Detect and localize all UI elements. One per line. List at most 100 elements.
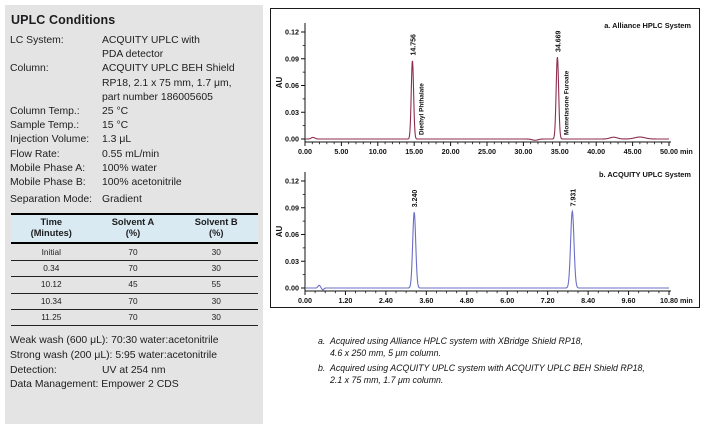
weak-wash-line: Weak wash (600 μL): 70:30 water:acetonit… [10, 335, 219, 347]
y-tick-label: 0.09 [285, 203, 299, 212]
peak-retention-time: 14.756 [410, 34, 417, 56]
condition-label: Injection Volume: [10, 134, 90, 146]
condition-value: 0.55 mL/min [102, 148, 160, 160]
x-tick-label: 30.00 [514, 147, 532, 156]
x-tick-label: 15.00 [405, 147, 423, 156]
header-line: (%) [208, 228, 224, 239]
gradient-table-header-time: Time (Minutes) [11, 213, 92, 245]
cell-time: 10.12 [11, 276, 92, 294]
condition-value: Gradient [102, 194, 142, 206]
cell-solvent-b: 30 [174, 293, 258, 310]
x-tick-label: 25.00 [478, 147, 496, 156]
detection-label: Detection: [10, 364, 57, 376]
condition-label: Flow Rate: [10, 148, 60, 160]
cell-time: 10.34 [11, 293, 92, 310]
y-tick-label: 0.00 [285, 135, 299, 144]
peak-retention-time: 3.240 [412, 190, 419, 208]
x-tick-label: 0.00 [298, 147, 312, 156]
x-tick-label: 2.40 [379, 296, 393, 305]
cell-time: Initial [11, 243, 92, 261]
peak-retention-time: 34.669 [555, 30, 562, 52]
peak-retention-time: 7.931 [570, 189, 577, 207]
uplc-conditions-panel: UPLC Conditions LC System: ACQUITY UPLC … [5, 5, 263, 424]
footnote-text: Acquired using ACQUITY UPLC system with … [330, 363, 645, 385]
y-tick-label: 0.06 [285, 81, 299, 90]
condition-row: Injection Volume: 1.3 μL [10, 133, 258, 147]
condition-value: 100% acetonitrile [102, 177, 182, 189]
cell-solvent-b: 55 [174, 276, 258, 294]
y-tick-label: 0.00 [285, 284, 299, 293]
table-row: 10.12 45 55 [11, 276, 258, 294]
footnote-a: a. Acquired using Alliance HPLC system w… [318, 336, 700, 359]
data-management-line: Data Management: Empower 2 CDS [10, 378, 179, 390]
cell-solvent-b: 30 [174, 309, 258, 327]
table-row: Initial 70 30 [11, 243, 258, 261]
chromatogram-trace [305, 209, 669, 291]
cell-solvent-a: 70 [91, 243, 175, 261]
header-line: (Minutes) [30, 228, 72, 239]
condition-value: ACQUITY UPLC BEH Shield RP18, 2.1 x 75 m… [102, 63, 235, 103]
header-line: (%) [125, 228, 141, 239]
condition-label: Column Temp.: [10, 106, 80, 118]
condition-label: Separation Mode: [10, 194, 93, 206]
detection-value: UV at 254 nm [102, 364, 166, 376]
condition-value: 1.3 μL [102, 134, 132, 146]
detection-row: Detection: UV at 254 nm [10, 364, 258, 378]
condition-row: Sample Temp.: 15 °C [10, 119, 258, 133]
y-axis-label: AU [275, 226, 284, 238]
condition-row: Column: ACQUITY UPLC BEH Shield RP18, 2.… [10, 62, 258, 105]
cell-solvent-a: 45 [91, 276, 175, 294]
strong-wash-line: Strong wash (200 μL): 5:95 water:acetoni… [10, 349, 217, 361]
condition-row: LC System: ACQUITY UPLC with PDA detecto… [10, 34, 258, 62]
condition-label: Mobile Phase B: [10, 177, 86, 189]
condition-row: Mobile Phase A: 100% water [10, 162, 258, 176]
gradient-table-header-row: Time (Minutes) Solvent A (%) Solvent B (… [11, 213, 258, 245]
header-line: Solvent A [111, 217, 155, 228]
chart-title: a. Alliance HPLC System [604, 21, 691, 30]
condition-row: Flow Rate: 0.55 mL/min [10, 148, 258, 162]
panel-title: UPLC Conditions [11, 13, 116, 27]
condition-row: Column Temp.: 25 °C [10, 105, 258, 119]
x-tick-label: 20.00 [442, 147, 460, 156]
chromatogram-alliance-hplc: 0.00 0.03 0.06 0.09 0.12 0.00 5.00 10.00 15.00 20… [275, 21, 693, 156]
x-axis-unit: min [680, 147, 693, 156]
x-tick-label: 1.20 [338, 296, 352, 305]
condition-label: Sample Temp.: [10, 120, 80, 132]
x-tick-label: 10.80 [660, 296, 678, 305]
cell-solvent-b: 30 [174, 260, 258, 278]
x-tick-label: 9.60 [622, 296, 636, 305]
x-tick-label: 6.00 [500, 296, 514, 305]
y-tick-label: 0.03 [285, 108, 299, 117]
chart-title: b. ACQUITY UPLC System [599, 170, 691, 179]
cell-time: 0.34 [11, 260, 92, 278]
condition-label: LC System: [10, 35, 64, 46]
y-tick-label: 0.12 [285, 177, 299, 186]
cell-solvent-a: 70 [91, 309, 175, 327]
table-row: 10.34 70 30 [11, 293, 258, 310]
condition-label: Column: [10, 63, 49, 75]
cell-solvent-b: 30 [174, 243, 258, 261]
x-tick-label: 50.00 [660, 147, 678, 156]
table-row: 0.34 70 30 [11, 260, 258, 278]
condition-row: Mobile Phase B: 100% acetonitrile [10, 176, 258, 190]
condition-value: ACQUITY UPLC with PDA detector [102, 35, 200, 61]
x-tick-label: 0.00 [298, 296, 312, 305]
footnote-b: b. Acquired using ACQUITY UPLC system wi… [318, 363, 700, 386]
gradient-table: Time (Minutes) Solvent A (%) Solvent B (… [11, 213, 258, 327]
gradient-table-header-solvent-a: Solvent A (%) [91, 213, 175, 245]
y-tick-label: 0.09 [285, 54, 299, 63]
y-axis-label: AU [275, 77, 284, 89]
x-tick-label: 35.00 [551, 147, 569, 156]
gradient-table-header-solvent-b: Solvent B (%) [174, 213, 258, 245]
y-tick-label: 0.03 [285, 257, 299, 266]
peak-compound-label: Diethyl Phthalate [418, 83, 425, 135]
x-tick-label: 40.00 [587, 147, 605, 156]
condition-value: 100% water [102, 162, 157, 174]
x-tick-label: 8.40 [581, 296, 595, 305]
table-row: 11.25 70 30 [11, 309, 258, 327]
x-tick-label: 4.80 [460, 296, 474, 305]
header-line: Solvent B [194, 217, 238, 228]
condition-value: 15 °C [102, 120, 129, 132]
cell-solvent-a: 70 [91, 260, 175, 278]
x-tick-label: 10.00 [369, 147, 387, 156]
